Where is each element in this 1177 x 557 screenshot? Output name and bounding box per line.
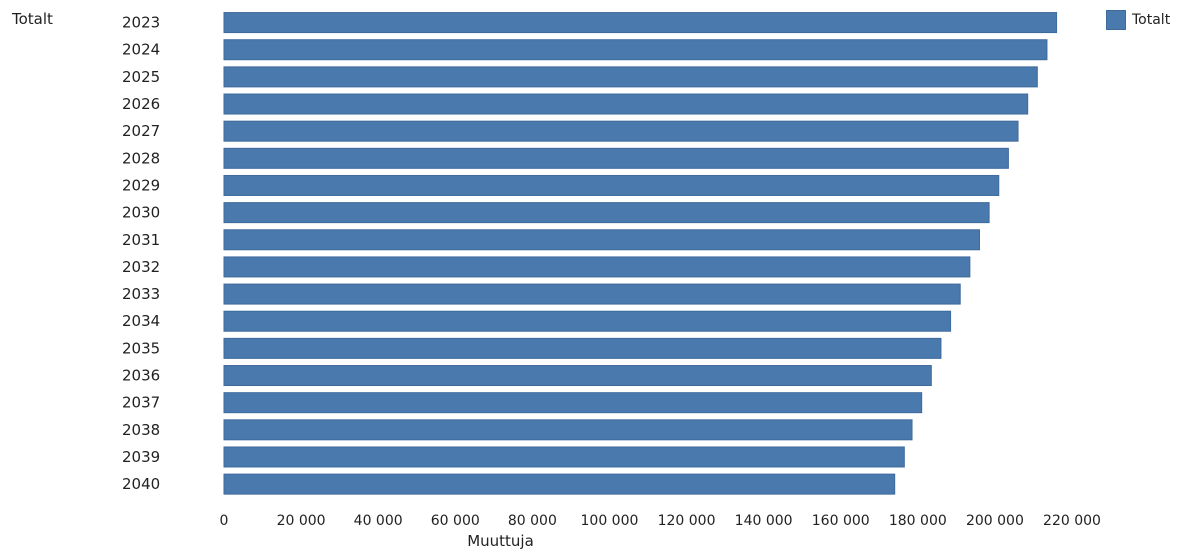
x-tick-label: 40 000 xyxy=(354,513,403,529)
bar-2029[interactable] xyxy=(223,174,1000,196)
bar-2031[interactable] xyxy=(223,229,980,251)
bar-2032[interactable] xyxy=(223,256,971,278)
x-tick-label: 200 000 xyxy=(966,513,1024,529)
x-tick-label: 160 000 xyxy=(812,513,870,529)
bar-2040[interactable] xyxy=(223,473,896,495)
bar-2037[interactable] xyxy=(223,392,923,414)
bar-2039[interactable] xyxy=(223,446,905,468)
y-tick-label: 2040 xyxy=(122,475,160,493)
bar-2034[interactable] xyxy=(223,310,952,332)
y-tick-label: 2026 xyxy=(122,95,160,113)
y-tick-label: 2028 xyxy=(122,149,160,167)
y-tick-label: 2032 xyxy=(122,258,160,276)
y-tick-label: 2036 xyxy=(122,367,160,385)
x-tick-label: 140 000 xyxy=(735,513,793,529)
bar-2038[interactable] xyxy=(223,419,913,441)
bar-2028[interactable] xyxy=(223,147,1009,169)
x-tick-label: 180 000 xyxy=(889,513,947,529)
y-tick-label: 2034 xyxy=(122,312,160,330)
y-tick-labels: 2023 2024 2025 2026 2027 2028 2029 2030 2031 2032… xyxy=(122,14,160,494)
x-axis-title-text: Muuttuja xyxy=(467,532,534,550)
y-tick-label: 2025 xyxy=(122,68,160,86)
x-tick-labels: 0 20 000 40 000 60 000 80 000 100 000 120 000 1… xyxy=(220,513,1101,529)
legend[interactable]: Totalt xyxy=(1106,10,1170,30)
x-tick-label: 60 000 xyxy=(431,513,480,529)
y-tick-label: 2037 xyxy=(122,394,160,412)
bar-2026[interactable] xyxy=(223,93,1029,115)
bar-2024[interactable] xyxy=(223,39,1048,61)
y-tick-label: 2039 xyxy=(122,448,160,466)
x-axis-title: Muuttuja xyxy=(0,532,1177,550)
bar-2023[interactable] xyxy=(223,12,1058,34)
y-tick-label: 2030 xyxy=(122,204,160,222)
y-tick-label: 2038 xyxy=(122,421,160,439)
bar-2030[interactable] xyxy=(223,202,990,224)
bar-2036[interactable] xyxy=(223,365,932,387)
group-label: Totalt xyxy=(12,10,53,28)
bars-layer xyxy=(223,12,1058,495)
bar-2035[interactable] xyxy=(223,337,942,359)
x-tick-label: 20 000 xyxy=(277,513,326,529)
x-tick-label: 220 000 xyxy=(1043,513,1101,529)
bar-2027[interactable] xyxy=(223,120,1019,142)
y-tick-label: 2023 xyxy=(122,14,160,32)
y-tick-label: 2024 xyxy=(122,41,160,59)
x-tick-label: 0 xyxy=(220,513,229,529)
x-tick-label: 100 000 xyxy=(581,513,639,529)
x-tick-label: 120 000 xyxy=(658,513,716,529)
y-tick-label: 2035 xyxy=(122,339,160,357)
y-tick-label: 2033 xyxy=(122,285,160,303)
bar-2033[interactable] xyxy=(223,283,961,305)
y-tick-label: 2029 xyxy=(122,176,160,194)
legend-swatch xyxy=(1106,10,1126,30)
y-tick-label: 2027 xyxy=(122,122,160,140)
legend-label: Totalt xyxy=(1132,12,1171,28)
x-tick-label: 80 000 xyxy=(508,513,557,529)
y-tick-label: 2031 xyxy=(122,231,160,249)
bar-2025[interactable] xyxy=(223,66,1038,88)
